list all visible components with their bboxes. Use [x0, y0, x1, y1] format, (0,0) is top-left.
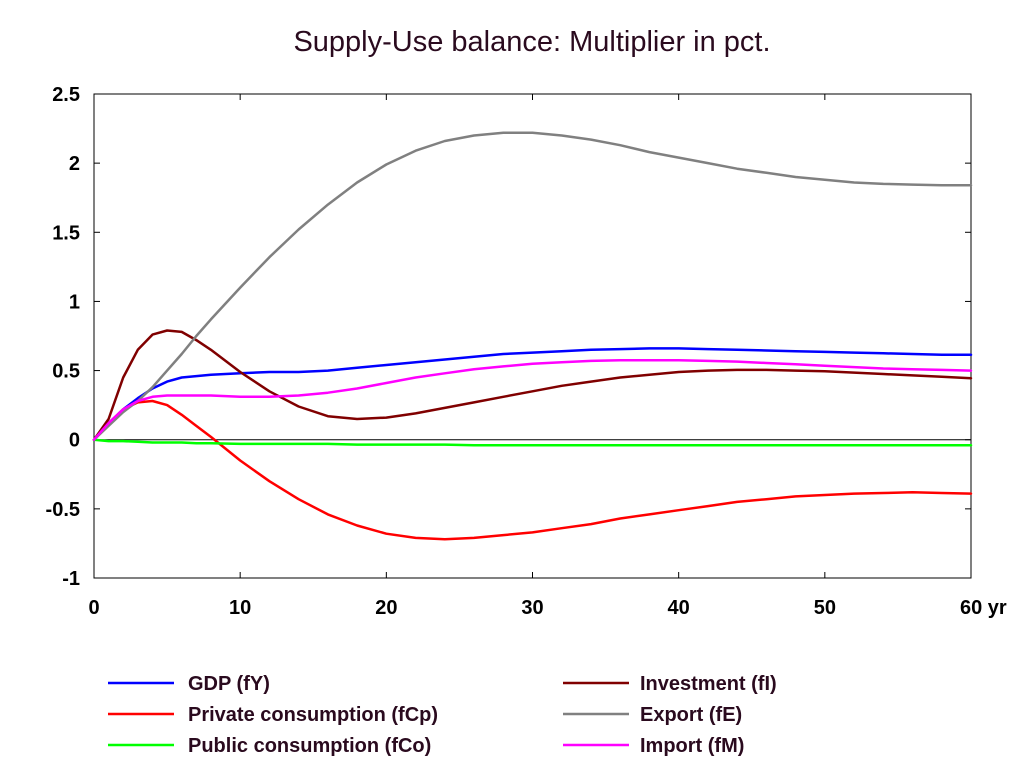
y-tick-label: 1: [69, 291, 80, 313]
series-line-investment-fi: [92, 329, 973, 441]
x-tick-label: 60 yr: [960, 597, 1007, 619]
legend-label-export-fe: Export (fE): [640, 704, 742, 726]
x-tick-label: 20: [375, 597, 397, 619]
y-tick-label: 0.5: [52, 361, 80, 383]
y-tick-label: 0: [69, 430, 80, 452]
series-line-public-consumption-fco: [92, 438, 973, 447]
legend-label-public-consumption-fco: Public consumption (fCo): [188, 735, 431, 757]
series-line-gdp-fy: [92, 347, 973, 441]
y-tick-label: 2: [69, 153, 80, 175]
y-tick-label: 1.5: [52, 222, 80, 244]
y-tick-label: 2.5: [52, 84, 80, 106]
legend: GDP (fY) Private consumption (fCp) Public …: [108, 673, 777, 757]
y-tick-label: -1: [62, 568, 80, 590]
x-tick-label: 0: [88, 597, 99, 619]
x-tick-label: 40: [668, 597, 690, 619]
plot-area-frame: [93, 93, 972, 579]
ticks-layer: -1 -0.5 0 0.5 1 1.5 2 2.5 0 10 20 30 40 50 60 yr: [46, 84, 1007, 619]
x-tick-label: 10: [229, 597, 251, 619]
legend-label-investment-fi: Investment (fI): [640, 673, 777, 695]
chart-title: Supply-Use balance: Multiplier in pct.: [293, 26, 770, 58]
series-line-private-consumption-fcp: [92, 399, 973, 541]
y-tick-label: -0.5: [46, 499, 80, 521]
legend-label-import-fm: Import (fM): [640, 735, 744, 757]
series-line-export-fe: [92, 131, 973, 441]
legend-label-private-consumption-fcp: Private consumption (fCp): [188, 704, 438, 726]
series-layer: [92, 131, 973, 541]
x-tick-label: 30: [521, 597, 543, 619]
series-line-import-fm: [92, 358, 973, 441]
x-tick-label: 50: [814, 597, 836, 619]
legend-label-gdp-fy: GDP (fY): [188, 673, 270, 695]
